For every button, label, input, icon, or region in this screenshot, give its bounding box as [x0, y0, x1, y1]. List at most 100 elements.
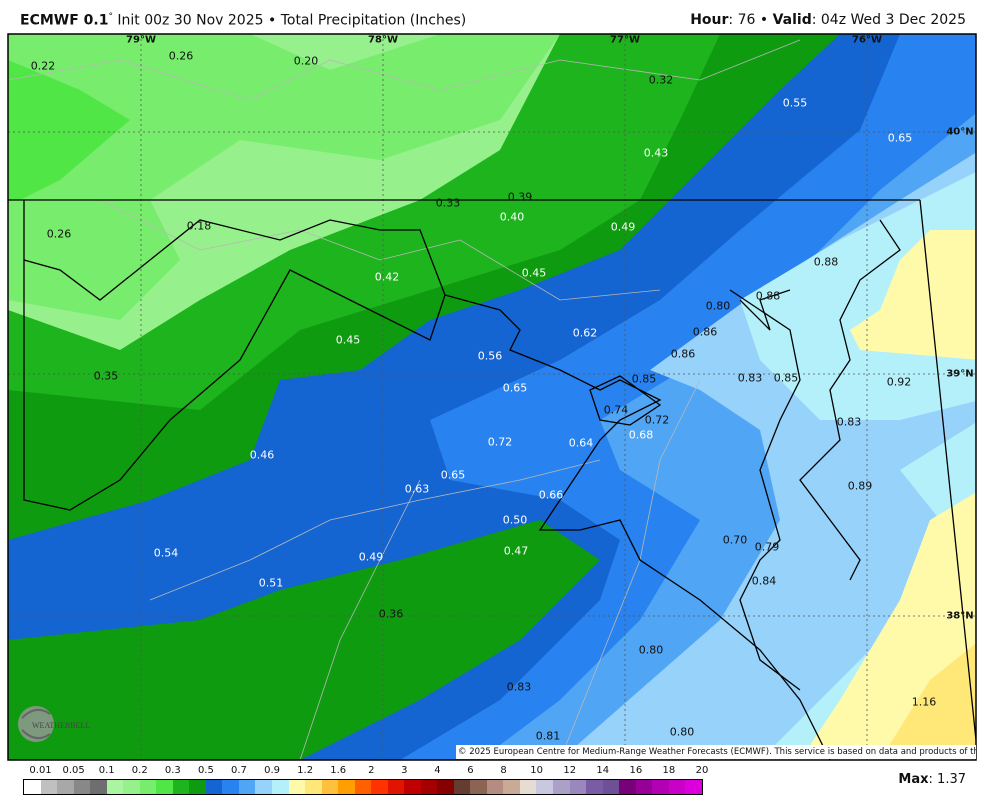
colorbar: [23, 779, 703, 795]
init-time: Init 00z 30 Nov 2025: [117, 12, 264, 29]
precip-value-label: 0.74: [603, 403, 629, 417]
colorbar-swatch: [602, 780, 620, 794]
colorbar-swatch: [420, 780, 438, 794]
precip-value-label: 0.49: [358, 550, 384, 564]
precip-value-label: 0.22: [30, 59, 56, 73]
colorbar-tick-label: 0.5: [197, 765, 214, 776]
precip-value-label: 0.36: [378, 607, 404, 621]
colorbar-tick-label: 8: [500, 765, 507, 776]
valid-value: : 04z Wed 3 Dec 2025: [811, 12, 966, 28]
map-title: ECMWF 0.1° Init 00z 30 Nov 2025 • Total …: [20, 12, 466, 29]
precip-value-label: 0.92: [886, 375, 912, 389]
colorbar-tick-label: 0.7: [231, 765, 247, 776]
band-0.9: [740, 172, 976, 420]
colorbar-swatch: [238, 780, 256, 794]
colorbar-swatch: [453, 780, 471, 794]
precip-value-label: 0.56: [477, 349, 503, 363]
colorbar-tick-label: 12: [563, 765, 577, 776]
colorbar-swatch: [255, 780, 272, 794]
separator: •: [267, 12, 277, 29]
colorbar-swatch: [172, 780, 190, 794]
lon-label-79w: 79°W: [126, 34, 156, 46]
colorbar-swatch: [222, 780, 239, 794]
colorbar-swatch: [586, 780, 603, 794]
colorbar-tick-label: 1.2: [297, 765, 314, 776]
band-1.0: [850, 230, 976, 360]
colorbar-swatch: [288, 780, 306, 794]
colorbar-tick-label: 1.6: [330, 765, 347, 776]
precip-value-label: 0.33: [435, 196, 461, 210]
precip-value-label: 0.45: [335, 333, 361, 347]
colorbar-swatch: [321, 780, 339, 794]
colorbar-swatch: [189, 780, 206, 794]
colorbar-tick-label: 0.9: [264, 765, 280, 776]
colorbar-swatch: [668, 780, 686, 794]
precip-value-label: 0.72: [644, 413, 670, 427]
precip-value-label: 0.40: [499, 210, 525, 224]
colorbar-swatch: [685, 780, 702, 794]
colorbar-swatch: [486, 780, 504, 794]
colorbar-swatch: [470, 780, 487, 794]
precip-value-label: 0.51: [258, 576, 284, 590]
precip-value-label: 0.79: [754, 540, 780, 554]
precip-value-label: 0.50: [502, 513, 528, 527]
valid-time-info: Hour: 76 • Valid: 04z Wed 3 Dec 2025: [690, 12, 966, 28]
colorbar-tick-label: 0.3: [164, 765, 181, 776]
lon-label-76w: 76°W: [852, 34, 882, 46]
model-name: ECMWF 0.1: [20, 12, 109, 29]
colorbar-swatch: [271, 780, 289, 794]
max-label: Max: [898, 772, 929, 787]
precip-value-label: 0.32: [648, 73, 674, 87]
lon-label-78w: 78°W: [368, 34, 398, 46]
precip-value-label: 0.86: [670, 347, 696, 361]
precip-value-label: 0.85: [773, 371, 799, 385]
hour-value: : 76: [728, 12, 756, 28]
precip-value-label: 0.20: [293, 54, 319, 68]
colorbar-tick-label: 3: [401, 765, 408, 776]
valid-label: Valid: [772, 12, 812, 28]
colorbar-swatch: [437, 780, 454, 794]
precip-value-label: 0.64: [568, 436, 594, 450]
colorbar-tick-label: 18: [662, 765, 676, 776]
colorbar-tick-label: 10: [530, 765, 543, 776]
lat-label-39n: 39°N: [946, 368, 974, 380]
precip-value-label: 0.66: [538, 488, 564, 502]
svg-text:WEATHERBELL: WEATHERBELL: [32, 721, 90, 730]
colorbar-swatch: [205, 780, 223, 794]
precip-value-label: 0.26: [46, 227, 72, 241]
precip-value-label: 0.72: [487, 435, 513, 449]
band-0.28: [8, 60, 130, 200]
colorbar-swatch: [652, 780, 669, 794]
state-borders: [8, 199, 976, 760]
precip-value-label: 0.55: [782, 96, 808, 110]
colorbar-swatch: [503, 780, 520, 794]
precip-value-label: 0.62: [572, 326, 598, 340]
colorbar-swatch: [354, 780, 372, 794]
colorbar-swatch: [338, 780, 355, 794]
precip-value-label: 0.85: [631, 372, 657, 386]
colorbar-swatch: [305, 780, 322, 794]
precip-value-label: 0.88: [813, 255, 839, 269]
band-0.25: [8, 34, 560, 320]
precip-value-label: 0.80: [669, 725, 695, 739]
precip-value-label: 0.43: [643, 146, 669, 160]
precip-value-label: 0.54: [153, 546, 179, 560]
precip-value-label: 0.65: [440, 468, 466, 482]
precip-value-label: 0.89: [847, 479, 873, 493]
precip-value-label: 0.83: [737, 371, 763, 385]
precip-value-label: 0.49: [610, 220, 636, 234]
max-number: : 1.37: [928, 772, 966, 787]
lat-label-40n: 40°N: [946, 126, 974, 138]
colorbar-swatch: [387, 780, 405, 794]
degree-mark: °: [108, 12, 113, 22]
colorbar-swatch: [536, 780, 553, 794]
max-value: Max: 1.37: [898, 772, 966, 787]
colorbar-tick-label: 14: [596, 765, 610, 776]
colorbar-tick-label: 0.1: [98, 765, 115, 776]
graticule-lines: [8, 34, 976, 760]
colorbar-swatch: [553, 780, 570, 794]
colorbar-tick-label: 20: [695, 765, 709, 776]
colorbar-tick-label: 0.2: [131, 765, 148, 776]
colorbar-swatch: [24, 780, 41, 794]
precip-value-label: 0.70: [722, 533, 748, 547]
